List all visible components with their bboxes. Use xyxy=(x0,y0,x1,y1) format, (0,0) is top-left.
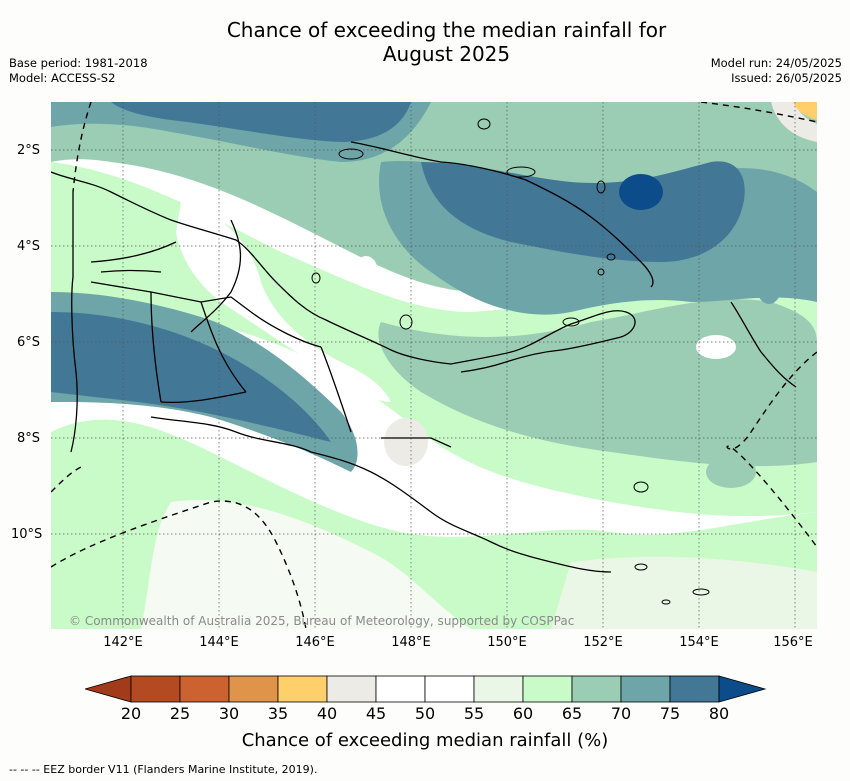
rainfall-patch-southeast xyxy=(706,456,756,488)
colorbar-segment xyxy=(228,675,279,703)
colorbar-segment xyxy=(375,675,426,703)
islands xyxy=(311,118,710,605)
x-tick-154e: 154°E xyxy=(679,635,719,650)
colorbar-segment xyxy=(424,675,475,703)
colorbar-label: 20 xyxy=(120,704,142,723)
copyright-notice: © Commonwealth of Australia 2025, Bureau… xyxy=(69,614,575,628)
rainfall-zone-60-southeast xyxy=(551,556,817,629)
meta-left: Base period: 1981-2018 Model: ACCESS-S2 xyxy=(9,56,148,86)
title-line-1: Chance of exceeding the median rainfall … xyxy=(226,18,667,42)
rainfall-patch-white-east xyxy=(696,335,736,359)
colorbar-extend-low xyxy=(85,675,132,703)
rainfall-zone-80-west xyxy=(51,312,331,442)
model-name: Model: ACCESS-S2 xyxy=(9,71,116,85)
colorbar-label: 45 xyxy=(365,704,387,723)
colorbar-label: 50 xyxy=(414,704,436,723)
eez-borders xyxy=(51,102,817,629)
colorbar-label: 30 xyxy=(218,704,240,723)
map-title: Chance of exceeding the median rainfall … xyxy=(0,18,850,66)
colorbar-label: 70 xyxy=(610,704,632,723)
coastlines xyxy=(51,141,797,573)
map-svg xyxy=(51,102,817,629)
rainfall-zone-40 xyxy=(771,102,817,142)
colorbar-segments xyxy=(85,675,767,703)
colorbar-segment xyxy=(522,675,573,703)
rainfall-patch-east xyxy=(755,260,783,304)
x-tick-146e: 146°E xyxy=(295,635,335,650)
rainfall-patch-white xyxy=(354,256,378,288)
rainfall-zone-80-north xyxy=(111,102,411,142)
base-period: Base period: 1981-2018 xyxy=(9,56,148,70)
title-line-2: August 2025 xyxy=(382,42,511,66)
colorbar-segment xyxy=(326,675,377,703)
issued-date: Issued: 26/05/2025 xyxy=(731,71,842,85)
colorbar-segment xyxy=(620,675,671,703)
x-tick-152e: 152°E xyxy=(583,635,623,650)
y-tick-2s: 2°S xyxy=(17,143,41,158)
colorbar-label: 60 xyxy=(512,704,534,723)
x-tick-150e: 150°E xyxy=(487,635,527,650)
colorbar xyxy=(85,675,767,703)
colorbar-segment xyxy=(473,675,524,703)
x-tick-144e: 144°E xyxy=(199,635,239,650)
colorbar-label: 80 xyxy=(708,704,730,723)
x-tick-142e: 142°E xyxy=(103,635,143,650)
colorbar-title: Chance of exceeding median rainfall (%) xyxy=(241,730,609,751)
colorbar-label: 65 xyxy=(561,704,583,723)
colorbar-segment xyxy=(179,675,230,703)
colorbar-labels: 20 25 30 35 40 45 50 55 60 65 70 75 80 xyxy=(0,704,850,724)
colorbar-label: 40 xyxy=(316,704,338,723)
colorbar-label: 55 xyxy=(463,704,485,723)
x-tick-148e: 148°E xyxy=(391,635,431,650)
model-run: Model run: 24/05/2025 xyxy=(710,56,842,70)
y-tick-10s: 10°S xyxy=(11,527,43,542)
meta-right: Model run: 24/05/2025 Issued: 26/05/2025 xyxy=(711,56,842,86)
colorbar-segment xyxy=(130,675,181,703)
x-tick-156e: 156°E xyxy=(773,635,813,650)
eez-legend-note: -- -- -- EEZ border V11 (Flanders Marine… xyxy=(9,763,318,776)
y-tick-8s: 8°S xyxy=(17,431,41,446)
rainfall-zone-50-inland xyxy=(176,202,391,402)
rainfall-zone-45 xyxy=(384,418,428,466)
colorbar-extend-high xyxy=(718,675,767,703)
colorbar-label: 35 xyxy=(267,704,289,723)
map-area[interactable] xyxy=(51,102,817,629)
rainfall-zone-max xyxy=(619,174,663,210)
rainfall-zone-55-south xyxy=(141,500,471,629)
colorbar-segment xyxy=(277,675,328,703)
colorbar-label: 25 xyxy=(169,704,191,723)
colorbar-segment xyxy=(571,675,622,703)
colorbar-segment xyxy=(669,675,720,703)
rainfall-zone-35 xyxy=(791,102,817,120)
colorbar-label: 75 xyxy=(659,704,681,723)
y-tick-4s: 4°S xyxy=(17,239,41,254)
y-tick-6s: 6°S xyxy=(17,335,41,350)
